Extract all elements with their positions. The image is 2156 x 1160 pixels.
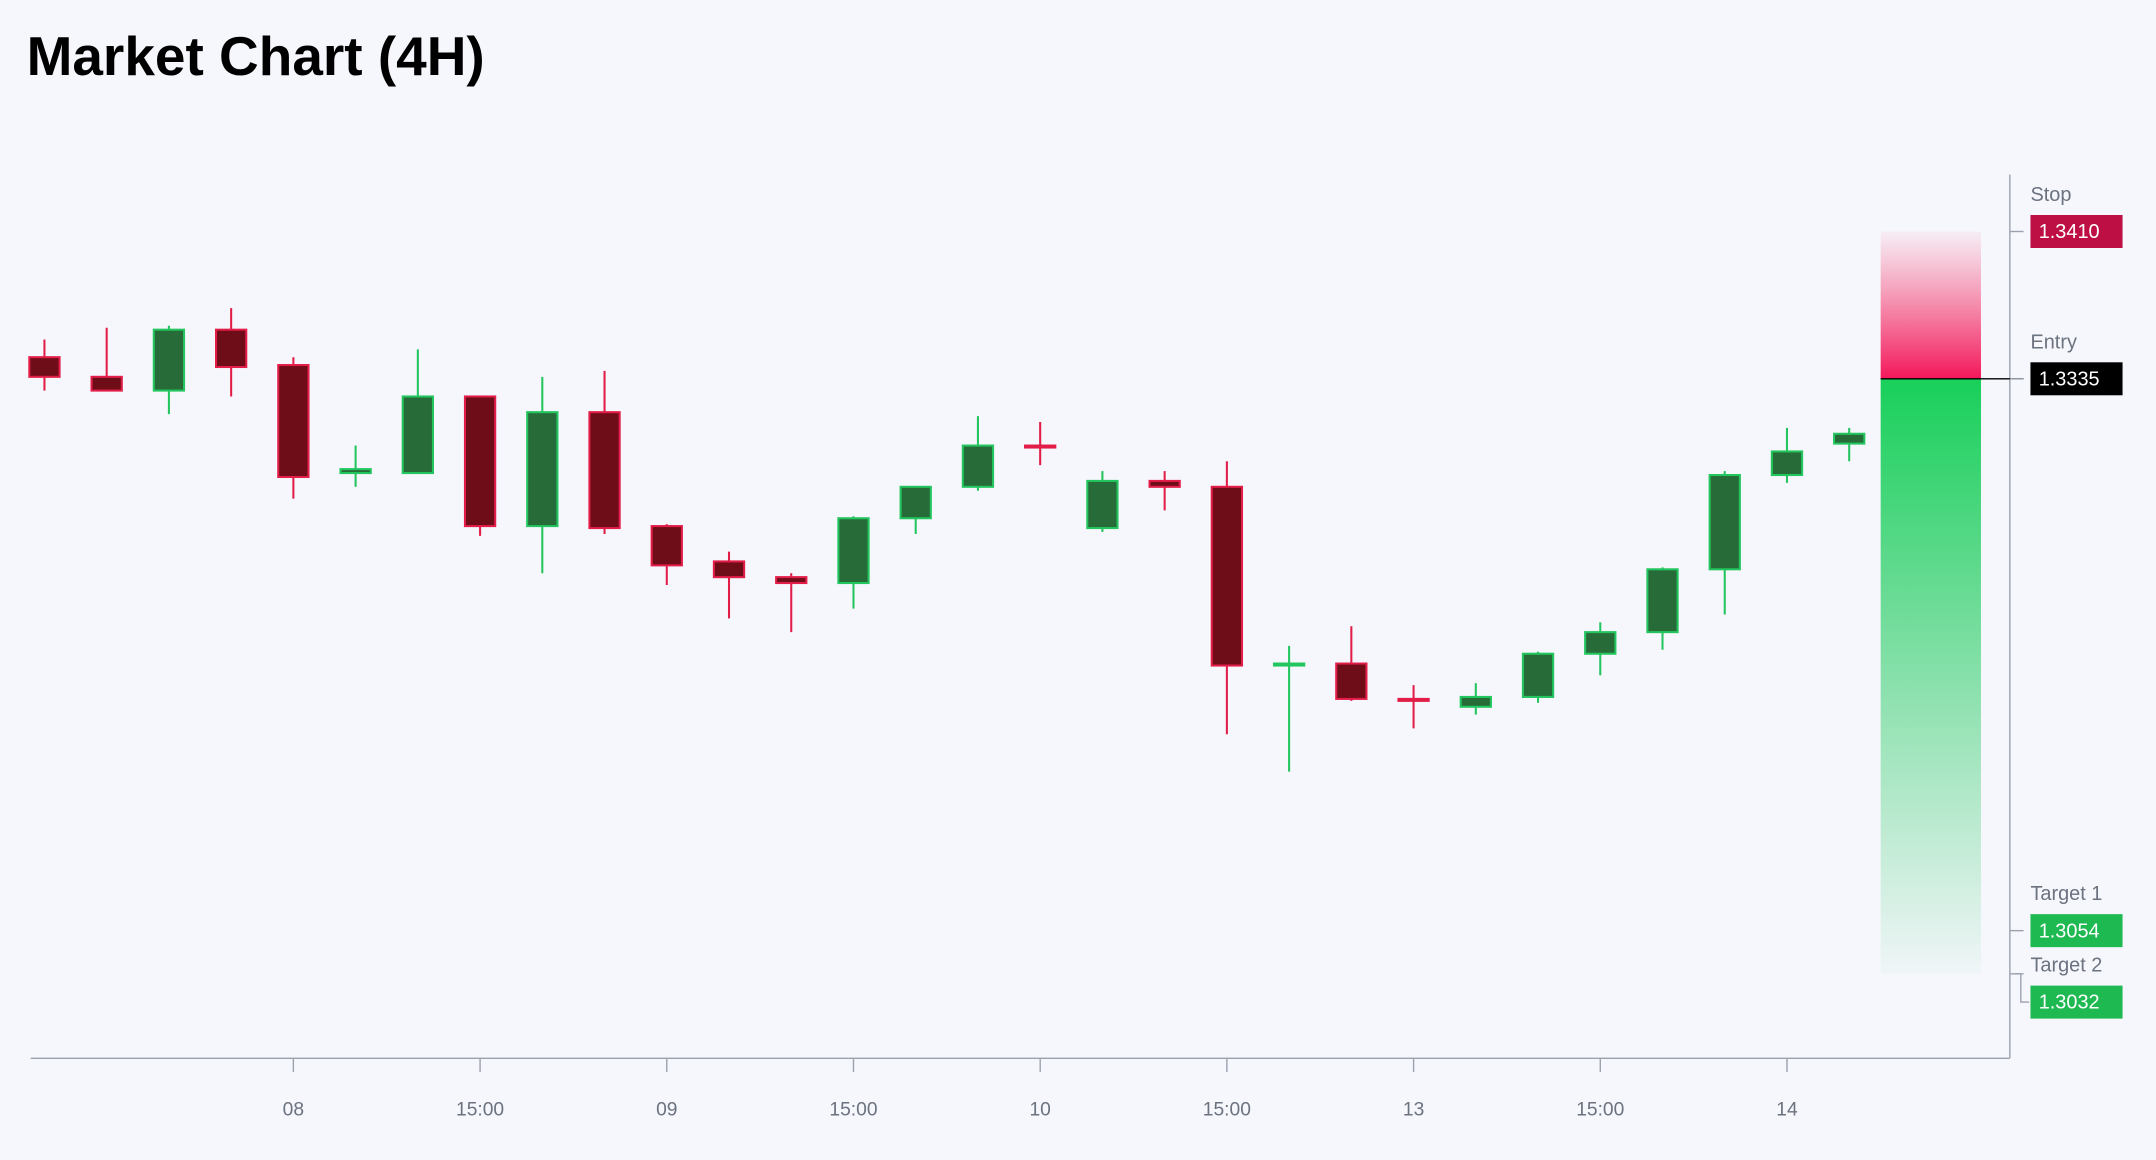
level-value: 1.3410	[2039, 221, 2100, 243]
candle-body	[1833, 432, 1866, 445]
reward-zone	[1880, 378, 1981, 974]
x-tick-label: 15:00	[456, 1100, 504, 1121]
candle-body	[339, 468, 372, 475]
candle-body	[899, 485, 932, 520]
x-tick-label: 15:00	[1576, 1100, 1624, 1121]
candle-body	[1272, 662, 1306, 667]
candle-body	[526, 411, 559, 528]
candle-body	[712, 560, 746, 579]
candle-body	[90, 375, 123, 392]
x-tick-label: 13	[1403, 1100, 1424, 1121]
level-value: 1.3054	[2039, 920, 2100, 942]
candle-body	[1086, 479, 1119, 530]
candle-body	[775, 576, 808, 585]
level-badge	[2030, 914, 2123, 948]
candle-body	[1397, 697, 1430, 702]
candle-body	[1521, 652, 1555, 698]
x-tick-label: 15:00	[1203, 1100, 1251, 1121]
candle-body	[837, 517, 870, 585]
x-tick-label: 10	[1029, 1100, 1050, 1121]
level-value: 1.3335	[2039, 368, 2100, 390]
x-tick-label: 08	[283, 1100, 304, 1121]
candle-body	[277, 364, 310, 479]
level-connector	[2015, 973, 2030, 1003]
candle-body	[1210, 485, 1244, 667]
level-name: Entry	[2030, 331, 2077, 353]
x-tick-label: 15:00	[829, 1100, 877, 1121]
candle-body	[1584, 631, 1617, 655]
level-badge	[2030, 215, 2123, 248]
chart-title: Market Chart (4H)	[27, 25, 485, 87]
level-value: 1.3032	[2039, 992, 2100, 1014]
candle-body	[1335, 662, 1368, 700]
candle-body	[28, 356, 61, 378]
candle-body	[1708, 473, 1741, 571]
x-tick-label: 09	[656, 1100, 677, 1121]
candle-body	[588, 411, 621, 530]
level-badge	[2030, 362, 2123, 396]
candle-body	[463, 395, 497, 528]
candle-body	[1024, 444, 1057, 449]
candle-body	[650, 525, 683, 567]
level-name: Target 1	[2030, 883, 2102, 905]
level-name: Target 2	[2030, 955, 2102, 977]
x-tick-label: 14	[1776, 1100, 1798, 1121]
risk-zone	[1880, 231, 1981, 379]
candle-body	[152, 328, 186, 392]
candle-body	[214, 328, 248, 369]
candle-body	[961, 444, 995, 488]
candle-body	[1770, 450, 1804, 477]
candle-body	[401, 395, 434, 475]
candle-body	[1646, 568, 1679, 634]
level-name: Stop	[2030, 184, 2071, 206]
candle-body	[1459, 695, 1492, 708]
level-badge	[2030, 985, 2123, 1019]
candle-body	[1148, 479, 1181, 488]
